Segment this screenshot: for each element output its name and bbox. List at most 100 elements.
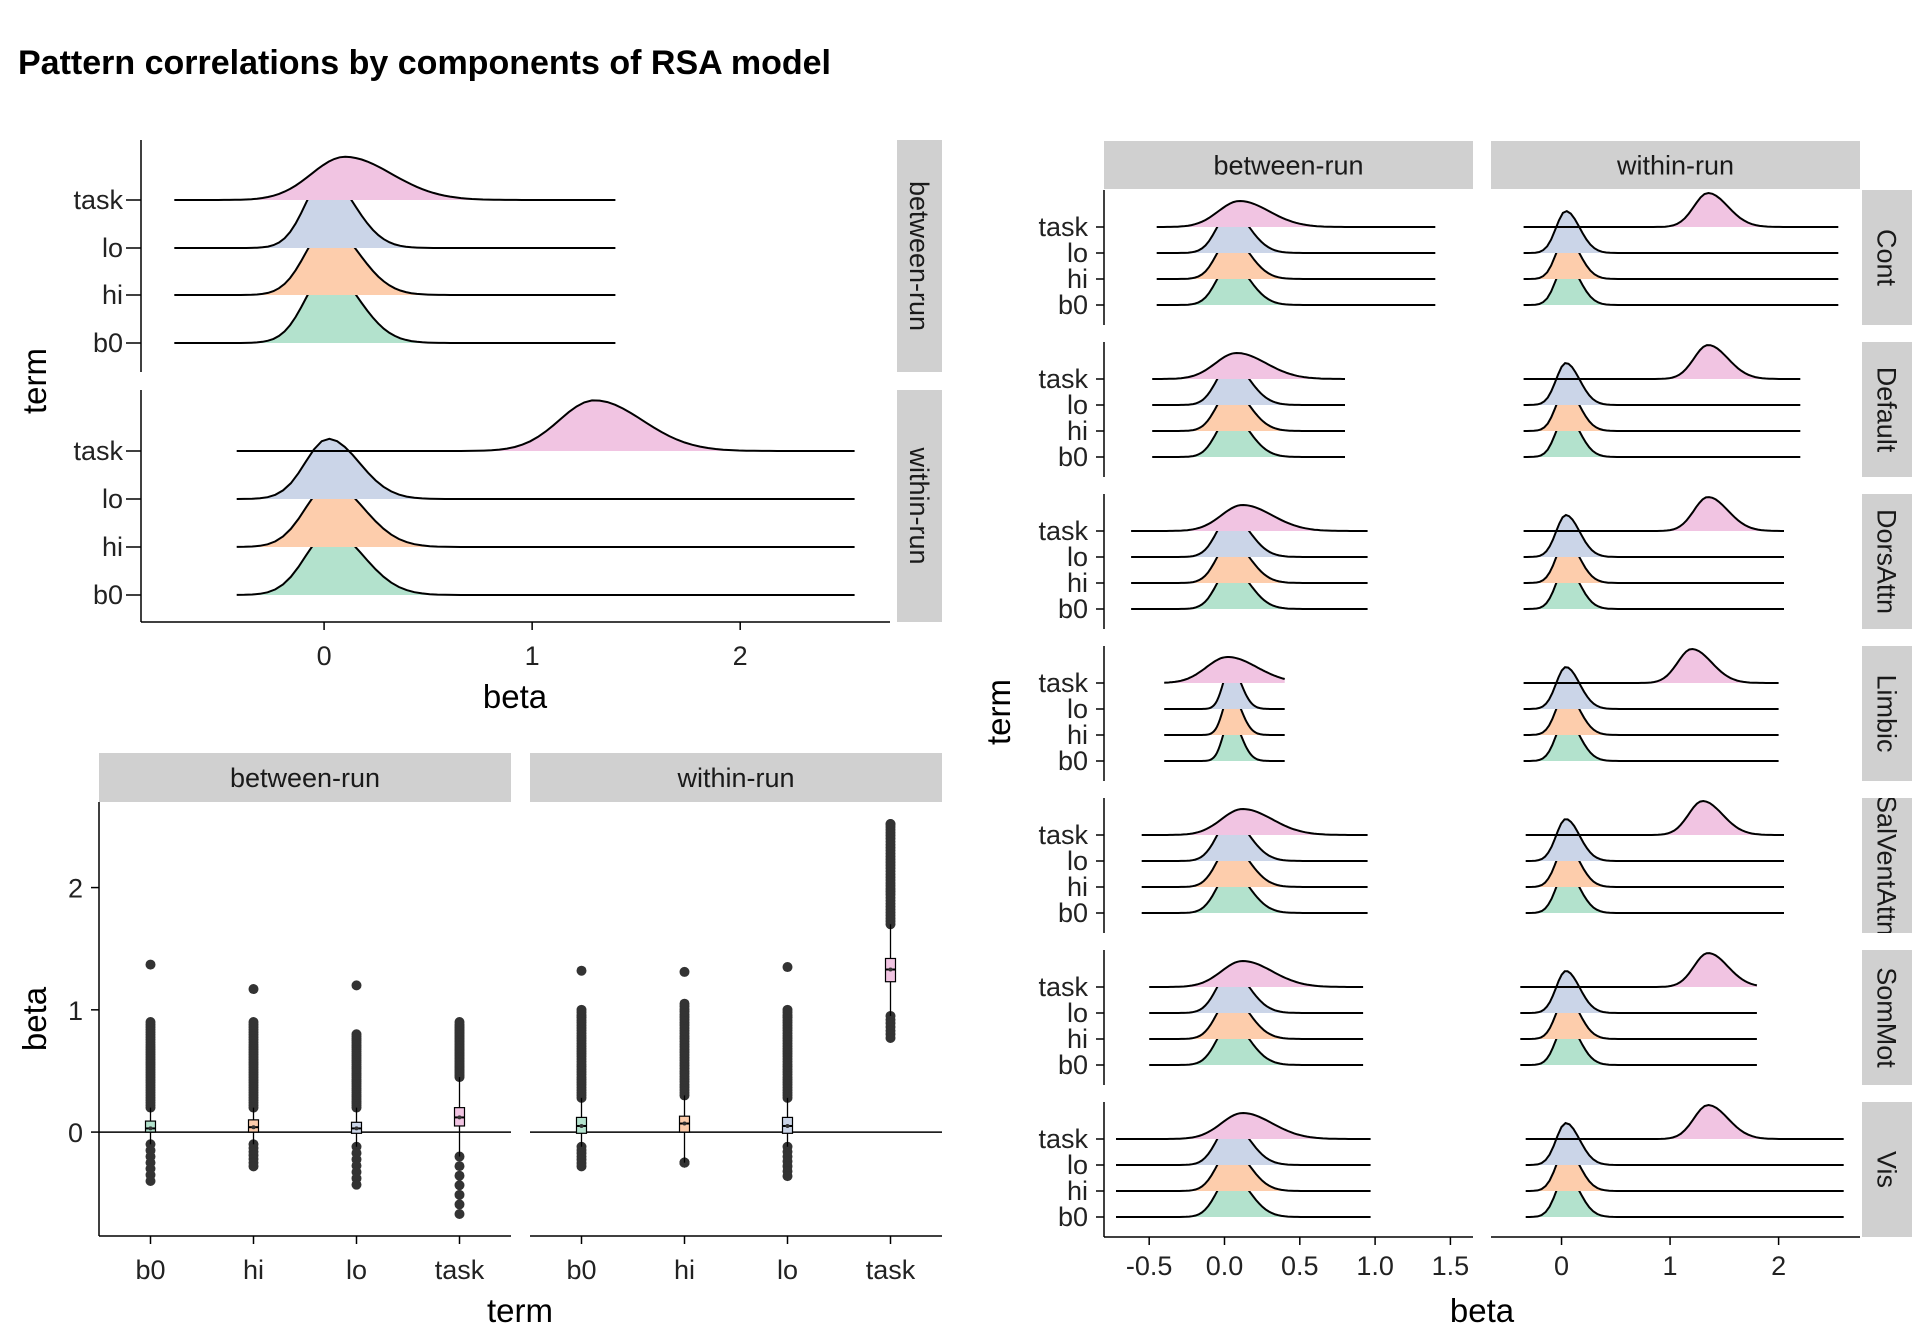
- density-hi-fill: [1164, 693, 1285, 735]
- density-task-fill: [1525, 1105, 1844, 1139]
- density-hi-fill: [174, 226, 616, 295]
- x-tick-label: 0: [1554, 1251, 1569, 1281]
- density-lo-line: [1156, 209, 1436, 254]
- y-tick-label-lo: lo: [1067, 998, 1088, 1028]
- ridge-right-row-DorsAttn-strip: [1862, 494, 1912, 629]
- density-lo-fill: [1149, 971, 1364, 1013]
- density-task-line: [1164, 656, 1285, 684]
- density-lo-line: [1523, 362, 1801, 406]
- mean-point: [888, 967, 893, 972]
- density-hi-fill: [1152, 389, 1345, 431]
- y-tick-label-b0: b0: [93, 328, 123, 358]
- density-b0-fill: [1116, 1175, 1371, 1217]
- x-tick-label: lo: [346, 1255, 367, 1285]
- density-lo-fill: [1523, 211, 1839, 253]
- box-lo: [350, 980, 363, 1190]
- ridge-top-within-run-strip: [897, 390, 942, 622]
- x-tick-label: task: [435, 1255, 485, 1285]
- density-hi-fill: [1156, 237, 1436, 279]
- y-tick-label-task: task: [1038, 972, 1088, 1002]
- outlier-point: [248, 1161, 259, 1172]
- outlier-point-max: [351, 980, 362, 991]
- y-tick-label-b0: b0: [1058, 290, 1088, 320]
- density-task-fill: [1149, 961, 1364, 987]
- x-tick-label: lo: [777, 1255, 798, 1285]
- panel-Vis-within-run: [1525, 1103, 1844, 1218]
- density-hi-fill: [236, 483, 855, 547]
- ridge-right-row-Default-strip-label: Default: [1871, 367, 1901, 453]
- y-tick-label-hi: hi: [102, 280, 123, 310]
- density-task-fill: [1164, 657, 1285, 683]
- y-tick-label-task: task: [1038, 1124, 1088, 1154]
- x-axis-title: term: [487, 1292, 553, 1329]
- density-task-fill: [1523, 649, 1779, 683]
- outlier-point: [351, 1179, 362, 1190]
- ridge-right-row-SalVentAttn-strip-label: SalVentAttn: [1871, 795, 1901, 936]
- density-hi-line: [1156, 235, 1436, 280]
- density-task-line: [1525, 799, 1784, 836]
- density-task-fill: [236, 400, 855, 451]
- outlier-point: [576, 1161, 587, 1172]
- density-lo-line: [1525, 818, 1784, 862]
- density-b0-line: [1141, 870, 1368, 914]
- y-tick-label: 2: [68, 874, 83, 904]
- boxplot-chart-bottom-left: between-run b0 hi lo task within-run b0 hi lo tas…: [16, 753, 942, 1329]
- density-hi-line: [1149, 996, 1364, 1040]
- box-panel-within-run: within-run b0 hi lo task: [530, 753, 942, 1285]
- ridgeline-chart-right: between-run within-runConttasklohib0Defau…: [980, 141, 1912, 1329]
- y-tick-label-hi: hi: [1067, 872, 1088, 902]
- y-tick-label-lo: lo: [1067, 694, 1088, 724]
- mean-point: [457, 1115, 462, 1120]
- density-hi-line: [1141, 844, 1368, 888]
- density-lo-line: [1131, 514, 1368, 558]
- density-task-fill: [1131, 505, 1368, 531]
- mean-point: [682, 1121, 687, 1126]
- panel-Limbic-between-run: [1164, 656, 1285, 762]
- x-tick-label: 1.0: [1356, 1251, 1394, 1281]
- density-lo-line: [1525, 1121, 1844, 1166]
- density-b0-fill: [1141, 871, 1368, 913]
- ridge-right-row-Vis-strip-label: Vis: [1871, 1151, 1901, 1188]
- density-lo-fill: [236, 438, 855, 499]
- box-panel-between-run: between-run b0 hi lo task: [99, 753, 511, 1285]
- mean-point: [785, 1123, 790, 1128]
- density-lo-line: [236, 437, 855, 500]
- y-tick-label-hi: hi: [1067, 568, 1088, 598]
- ridge-top-between-run-strip-label: between-run: [904, 181, 934, 331]
- density-task-fill: [174, 156, 616, 200]
- mean-point: [354, 1126, 359, 1131]
- y-tick-label-lo: lo: [1067, 1150, 1088, 1180]
- outlier-point-max: [885, 819, 896, 830]
- density-lo-line: [1523, 666, 1779, 710]
- density-lo-fill: [1141, 819, 1368, 861]
- y-axis-title: term: [980, 679, 1017, 745]
- row-strip-group: SalVentAttn: [1862, 795, 1912, 936]
- y-tick-label-task: task: [1038, 820, 1088, 850]
- density-task-line: [1131, 503, 1368, 532]
- panel-DorsAttn-between-run: [1131, 503, 1368, 610]
- density-task-line: [1152, 351, 1345, 380]
- outlier-point: [782, 1004, 793, 1015]
- density-lo-line: [1523, 209, 1839, 254]
- density-task-line: [1116, 1111, 1371, 1140]
- x-tick-label: 0: [317, 641, 332, 671]
- density-b0-fill: [1152, 415, 1345, 457]
- ridge-right-row-Cont-strip: [1862, 190, 1912, 325]
- ridge-top-panel-within-run: task lo hi b0 within-run: [73, 390, 942, 622]
- outlier-point: [885, 1032, 896, 1043]
- outlier-point: [782, 1171, 793, 1182]
- panel-Cont-between-run: [1156, 199, 1436, 306]
- density-hi-fill: [1525, 845, 1784, 887]
- density-b0-fill: [1523, 263, 1839, 305]
- density-lo-line: [1141, 818, 1368, 862]
- x-tick-label: -0.5: [1126, 1251, 1173, 1281]
- panel-Cont-within-run: [1523, 191, 1839, 306]
- density-task-fill: [1116, 1113, 1371, 1139]
